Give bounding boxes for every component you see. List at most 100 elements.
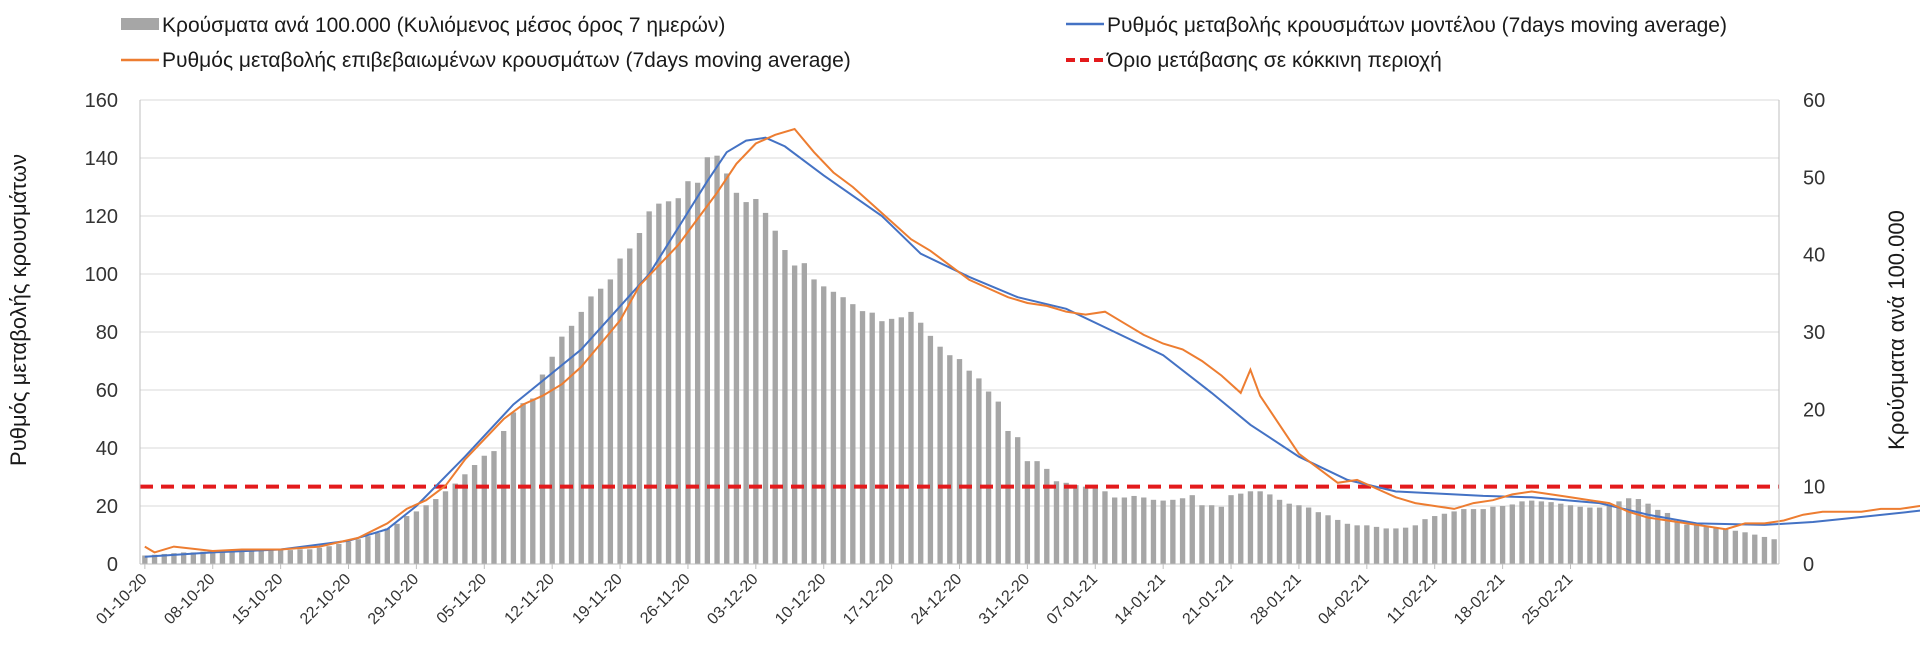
- bar: [394, 523, 400, 564]
- legend-bar-swatch: [121, 18, 159, 30]
- bar: [1015, 437, 1021, 564]
- bar: [1373, 526, 1380, 564]
- bar: [530, 398, 536, 564]
- bar: [384, 528, 390, 564]
- left-tick-label: 40: [96, 438, 118, 460]
- left-tick-label: 160: [85, 90, 118, 112]
- bar: [297, 549, 303, 564]
- x-tick-label: 01-10-20: [93, 571, 150, 628]
- bar: [287, 550, 293, 564]
- bar: [539, 374, 546, 564]
- bar: [1771, 539, 1777, 564]
- legend-confirmed-label: Ρυθμός μεταβολής επιβεβαιωμένων κρουσμάτ…: [162, 49, 851, 72]
- bar: [976, 378, 982, 564]
- bar: [151, 554, 158, 564]
- left-tick-label: 120: [85, 206, 118, 228]
- bar: [190, 552, 197, 564]
- bar: [1635, 499, 1642, 564]
- bar: [559, 336, 565, 564]
- bar: [239, 550, 245, 564]
- bar: [433, 499, 439, 564]
- x-tick-label: 21-01-21: [1180, 571, 1237, 628]
- model-rate-line: [144, 136, 1920, 558]
- bar: [859, 311, 866, 564]
- bar: [442, 491, 449, 564]
- bar: [1141, 497, 1147, 564]
- bar: [462, 474, 468, 564]
- bar: [646, 211, 652, 565]
- bar: [1325, 515, 1331, 564]
- bar: [966, 370, 972, 564]
- right-tick-label: 30: [1803, 322, 1825, 344]
- bar: [724, 173, 730, 564]
- bar: [753, 198, 759, 564]
- bar: [1150, 499, 1157, 564]
- bar: [1713, 528, 1719, 564]
- bar: [1305, 507, 1312, 564]
- right-tick-label: 40: [1803, 245, 1825, 267]
- bar: [1616, 501, 1622, 564]
- bar: [1044, 468, 1050, 564]
- bar: [821, 286, 827, 564]
- bar: [1509, 504, 1515, 564]
- bar: [714, 155, 720, 564]
- bar: [1053, 481, 1060, 564]
- bar: [985, 391, 992, 564]
- left-tick-label: 20: [96, 496, 118, 518]
- bar: [1024, 461, 1031, 564]
- bar: [1102, 491, 1108, 564]
- bar: [1422, 519, 1428, 564]
- bar: [1742, 532, 1748, 564]
- confirmed-rate-line: [144, 127, 1920, 554]
- bar: [1092, 488, 1098, 564]
- bar: [656, 203, 662, 565]
- bar: [229, 550, 235, 564]
- bar: [568, 325, 575, 564]
- bar: [374, 533, 381, 564]
- bar: [1354, 525, 1360, 564]
- bar: [1121, 497, 1128, 564]
- bar: [947, 355, 953, 564]
- bar: [1693, 525, 1700, 564]
- bar: [452, 483, 458, 564]
- bar: [627, 248, 633, 565]
- bar: [1412, 525, 1418, 564]
- bar: [675, 198, 681, 565]
- bar: [1732, 530, 1739, 564]
- bar: [898, 317, 904, 564]
- x-tick-label: 19-11-20: [569, 571, 626, 628]
- x-tick-label: 03-12-20: [704, 571, 761, 628]
- bar: [345, 541, 352, 564]
- x-tick-label: 15-10-20: [229, 571, 286, 628]
- bar: [1626, 498, 1632, 564]
- bar: [142, 555, 148, 564]
- bar: [840, 297, 846, 564]
- bar: [1247, 491, 1254, 564]
- bar: [1441, 513, 1448, 564]
- bar: [1432, 516, 1438, 564]
- right-tick-label: 60: [1803, 90, 1825, 112]
- x-tick-label: 07-01-21: [1044, 571, 1101, 628]
- bar: [1674, 522, 1680, 564]
- bar: [801, 263, 807, 564]
- x-tick-label: 05-11-20: [434, 571, 491, 628]
- bar: [1761, 536, 1768, 564]
- bar: [471, 465, 478, 564]
- bar: [171, 553, 177, 564]
- bar: [1451, 511, 1457, 564]
- left-tick-label: 60: [96, 380, 118, 402]
- x-tick-label: 14-01-21: [1112, 571, 1169, 628]
- bar: [1238, 493, 1244, 564]
- bar: [1208, 505, 1215, 564]
- bar: [1218, 506, 1225, 564]
- x-tick-label: 29-10-20: [365, 571, 422, 628]
- bar: [636, 233, 643, 564]
- right-tick-label: 50: [1803, 167, 1825, 189]
- legend: Κρούσματα ανά 100.000 (Κυλιόμενος μέσος …: [121, 14, 1727, 72]
- bar: [733, 192, 740, 565]
- bar: [918, 322, 924, 564]
- bar: [578, 311, 584, 564]
- bar: [762, 212, 769, 564]
- bar: [617, 258, 623, 564]
